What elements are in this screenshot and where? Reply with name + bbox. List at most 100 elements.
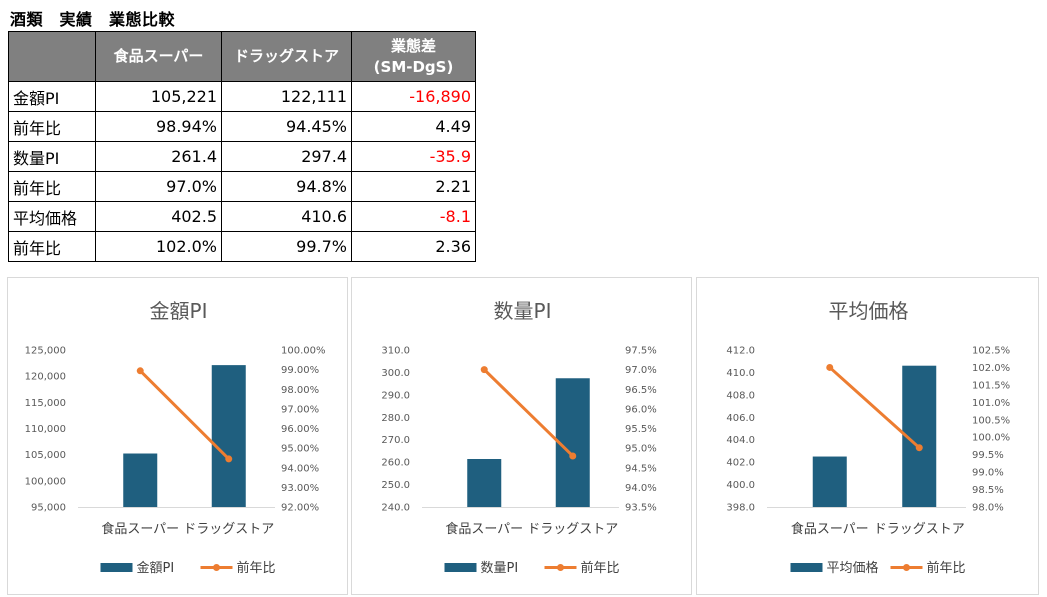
chart-title: 平均価格 — [829, 299, 909, 323]
table-row: 前年比 97.0% 94.8% 2.21 — [8, 171, 476, 202]
line-series — [138, 369, 231, 461]
table-row: 平均価格 402.5 410.6 -8.1 — [8, 201, 476, 232]
left-axis-tick: 406.0 — [726, 413, 755, 424]
drugstore-value: 410.6 — [221, 201, 352, 232]
bar — [812, 456, 847, 507]
left-axis-tick: 410.0 — [726, 368, 755, 379]
line-point — [826, 363, 834, 371]
line-series — [482, 368, 575, 458]
left-axis-tick: 105,000 — [25, 450, 66, 461]
drugstore-value: 297.4 — [221, 141, 352, 172]
right-axis-tick: 102.0% — [972, 363, 1010, 374]
row-label: 数量PI — [8, 141, 96, 172]
left-axis-tick: 280.0 — [381, 413, 410, 424]
right-axis-tick: 100.00% — [281, 346, 326, 357]
chart-average-price-svg: 平均価格 398.0 400.0 402.0 404.0 406.0 408.0 410.0 4… — [726, 299, 1010, 576]
drugstore-value: 122,111 — [221, 81, 352, 112]
left-axis-tick: 270.0 — [381, 435, 410, 446]
right-axis-tick: 94.5% — [625, 463, 657, 474]
line-point — [225, 455, 233, 463]
right-axis-tick: 102.5% — [972, 346, 1010, 357]
table-header-row: 食品スーパー ドラッグストア 業態差 (SM-DgS) — [8, 31, 476, 82]
difference-value: 2.21 — [351, 171, 476, 202]
difference-value: -8.1 — [351, 201, 476, 232]
right-axis-tick: 95.00% — [281, 444, 319, 455]
left-axis-tick: 412.0 — [726, 346, 755, 357]
right-axis-tick: 99.0% — [972, 468, 1004, 479]
supermarket-value: 97.0% — [95, 171, 222, 202]
category-label: 食品スーパー — [101, 521, 179, 537]
left-axis-tick: 115,000 — [25, 398, 66, 409]
right-axis-tick: 97.5% — [625, 346, 657, 357]
difference-value: 4.49 — [351, 111, 476, 142]
left-axis-tick: 110,000 — [25, 424, 66, 435]
line-point — [136, 367, 144, 375]
category-label: 食品スーパー — [445, 521, 523, 537]
right-axis-tick: 96.0% — [625, 404, 657, 415]
left-axis-tick: 125,000 — [25, 346, 66, 357]
left-axis-tick: 250.0 — [381, 480, 410, 491]
right-axis-tick: 95.5% — [625, 424, 657, 435]
right-axis-tick: 93.5% — [625, 503, 657, 514]
chart-amount-pi-svg: 金額PI 95,000 100,000 105,000 110,000 115,000 12… — [25, 299, 326, 576]
row-label: 金額PI — [8, 81, 96, 112]
right-axis-tick: 94.00% — [281, 463, 319, 474]
legend-bar-swatch — [100, 563, 133, 572]
right-axis-tick: 98.5% — [972, 485, 1004, 496]
sheet-title: 酒類 実績 業態比較 — [10, 10, 176, 29]
left-axis-tick: 120,000 — [25, 372, 66, 383]
difference-value: -16,890 — [351, 81, 476, 112]
right-axis-tick: 93.00% — [281, 483, 319, 494]
left-axis-tick: 398.0 — [726, 503, 755, 514]
right-axis-tick: 98.00% — [281, 385, 319, 396]
category-label: ドラッグストア — [527, 522, 618, 537]
left-axis-tick: 402.0 — [726, 458, 755, 469]
chart-title: 金額PI — [150, 299, 208, 323]
right-axis-tick: 96.00% — [281, 424, 319, 435]
left-axis-tick: 100,000 — [25, 476, 66, 487]
bar — [467, 459, 502, 507]
row-label: 前年比 — [8, 171, 96, 202]
legend-line-marker — [903, 564, 910, 571]
header-difference: 業態差 (SM-DgS) — [351, 31, 476, 82]
difference-value: 2.36 — [351, 231, 476, 262]
supermarket-value: 261.4 — [95, 141, 222, 172]
right-axis-tick: 98.0% — [972, 503, 1004, 514]
supermarket-value: 102.0% — [95, 231, 222, 262]
table-row: 金額PI 105,221 122,111 -16,890 — [8, 81, 476, 112]
legend-line-marker — [213, 564, 220, 571]
right-axis-tick: 100.5% — [972, 415, 1010, 426]
left-axis-tick: 240.0 — [381, 503, 410, 514]
table-row: 数量PI 261.4 297.4 -35.9 — [8, 141, 476, 172]
category-label: ドラッグストア — [183, 522, 274, 537]
supermarket-value: 98.94% — [95, 111, 222, 142]
chart-amount-pi: 金額PI 95,000 100,000 105,000 110,000 115,000 12… — [7, 277, 348, 595]
right-axis-tick: 99.5% — [972, 450, 1004, 461]
line-series — [828, 365, 921, 450]
bar — [211, 365, 246, 507]
right-axis-tick: 101.5% — [972, 380, 1010, 391]
legend-bar-swatch — [444, 563, 477, 572]
right-axis-tick: 96.5% — [625, 385, 657, 396]
left-axis-tick: 300.0 — [381, 368, 410, 379]
category-label: 食品スーパー — [791, 521, 869, 537]
row-label: 前年比 — [8, 231, 96, 262]
right-axis-tick: 99.00% — [281, 365, 319, 376]
legend-bar-label: 数量PI — [481, 561, 519, 576]
legend-line-label: 前年比 — [581, 560, 620, 576]
drugstore-value: 94.8% — [221, 171, 352, 202]
legend-line-label: 前年比 — [237, 560, 276, 576]
supermarket-value: 105,221 — [95, 81, 222, 112]
line-point — [569, 452, 577, 460]
supermarket-value: 402.5 — [95, 201, 222, 232]
left-axis-tick: 400.0 — [726, 480, 755, 491]
left-axis-tick: 310.0 — [381, 346, 410, 357]
chart-title: 数量PI — [494, 299, 552, 323]
header-drugstore: ドラッグストア — [221, 31, 352, 82]
right-axis-tick: 94.0% — [625, 483, 657, 494]
chart-quantity-pi-svg: 数量PI 240.0 250.0 260.0 270.0 280.0 290.0 300.0 3… — [381, 299, 657, 576]
legend-line-label: 前年比 — [927, 560, 966, 576]
bar — [555, 378, 590, 507]
drugstore-value: 99.7% — [221, 231, 352, 262]
left-axis-tick: 95,000 — [31, 503, 66, 514]
